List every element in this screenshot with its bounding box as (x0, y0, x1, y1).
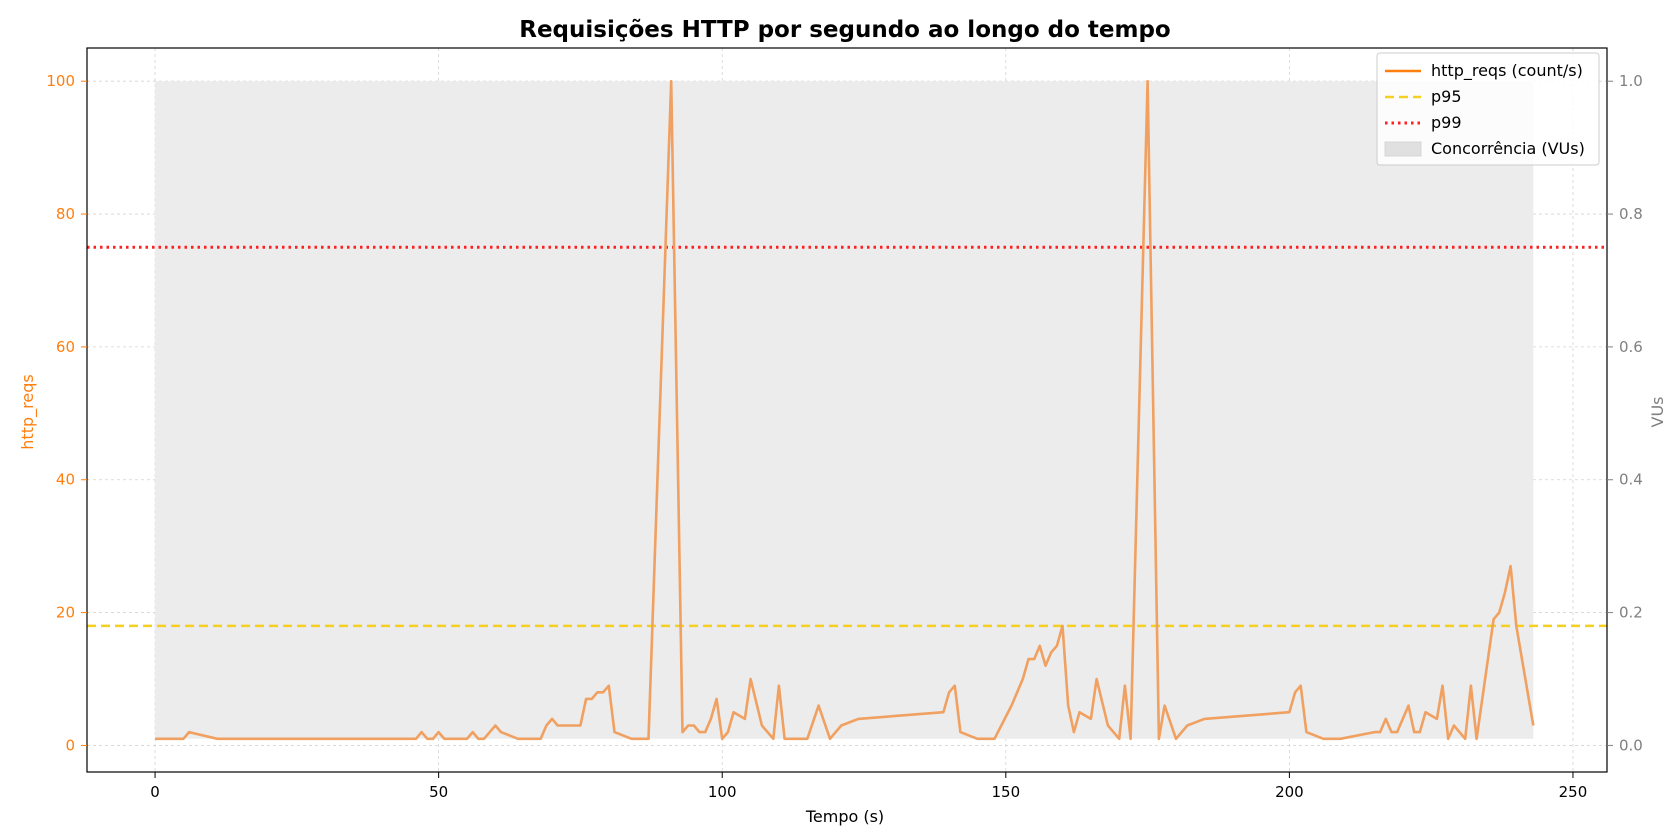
x-axis-label: Tempo (s) (805, 807, 884, 826)
y2-axis-label: VUs (1648, 397, 1667, 428)
x-tick-label: 100 (708, 783, 737, 801)
y-tick-label: 100 (46, 72, 75, 90)
chart-title: Requisições HTTP por segundo ao longo do… (519, 17, 1171, 43)
legend-box (1376, 52, 1600, 166)
y2-tick-label: 0.0 (1619, 736, 1643, 754)
legend-label: p95 (1431, 87, 1462, 106)
y2-tick-label: 0.2 (1619, 604, 1643, 622)
y2-tick-label: 0.8 (1619, 205, 1643, 223)
y2-tick-label: 0.6 (1619, 338, 1643, 356)
legend-label: p99 (1431, 113, 1462, 132)
x-tick-label: 250 (1559, 783, 1588, 801)
y-tick-label: 60 (56, 338, 75, 356)
y2-tick-label: 1.0 (1619, 72, 1643, 90)
x-tick-label: 50 (429, 783, 448, 801)
vus-area (155, 81, 1534, 739)
x-tick-label: 200 (1275, 783, 1304, 801)
y-tick-label: 20 (56, 604, 75, 622)
axes-frame (86, 47, 1608, 773)
legend-label: http_reqs (count/s) (1431, 61, 1583, 81)
x-tick-label: 0 (150, 783, 160, 801)
series-line-http-reqs (155, 79, 1535, 741)
y-tick-label: 0 (65, 736, 75, 754)
legend: http_reqs (count/s) p95 p99 Concorrência (V… (1376, 52, 1600, 166)
y-axis-label: http_reqs (18, 374, 38, 449)
legend-swatch-vus (1384, 141, 1422, 157)
y-tick-label: 40 (56, 471, 75, 489)
x-tick-label: 150 (991, 783, 1020, 801)
legend-label: Concorrência (VUs) (1431, 139, 1585, 158)
y2-tick-label: 0.4 (1619, 471, 1643, 489)
y-tick-label: 80 (56, 205, 75, 223)
